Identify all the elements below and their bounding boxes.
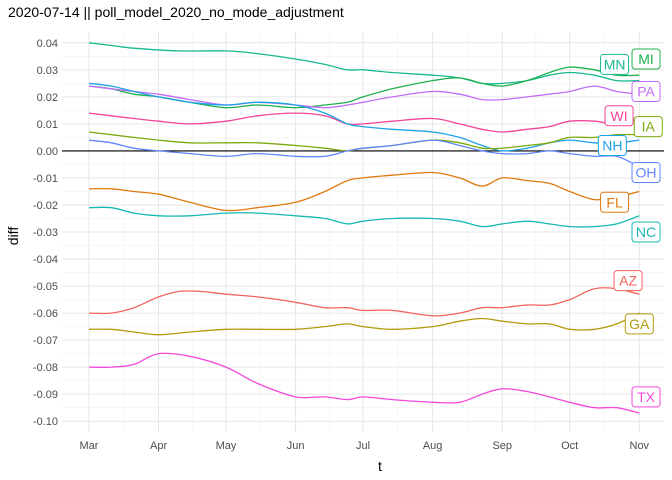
- y-tick-label: 0.01: [37, 119, 58, 131]
- y-axis-title: diff: [5, 227, 21, 246]
- label-text: OH: [636, 165, 657, 181]
- label-box: [624, 313, 654, 335]
- x-tick-label: Sep: [492, 440, 512, 452]
- y-tick-label: -0.07: [33, 335, 58, 347]
- series-line-wi: [88, 112, 640, 133]
- label-box: [604, 105, 634, 127]
- y-tick-label: -0.09: [33, 389, 58, 401]
- label-text: WI: [611, 108, 628, 124]
- series-line-oh: [88, 139, 640, 168]
- label-box: [631, 48, 661, 70]
- y-tick-label: 0.02: [37, 92, 58, 104]
- y-tick-label: -0.10: [33, 416, 58, 428]
- x-tick-label: Oct: [561, 440, 578, 452]
- series-line-nc: [88, 206, 640, 228]
- label-nc: NC: [631, 221, 661, 243]
- x-axis-title: t: [378, 458, 382, 474]
- x-axis-ticks: Mar Apr May Jun Jul Aug Sep Oct Nov: [79, 440, 649, 452]
- label-box: [597, 135, 627, 157]
- y-tick-label: -0.03: [33, 227, 58, 239]
- y-tick-label: -0.06: [33, 308, 58, 320]
- grid: [62, 32, 664, 432]
- chart-title: 2020-07-14 || poll_model_2020_no_mode_ad…: [8, 4, 344, 20]
- x-tick-label: Mar: [79, 440, 98, 452]
- series-line-nh: [88, 82, 640, 152]
- label-wi: WI: [604, 105, 634, 127]
- label-text: TX: [637, 389, 656, 405]
- label-nh: NH: [597, 135, 627, 157]
- label-text: IA: [642, 119, 656, 135]
- label-tx: TX: [631, 386, 661, 408]
- label-mn: MN: [600, 53, 630, 75]
- label-box: [613, 270, 643, 292]
- label-text: NC: [636, 224, 656, 240]
- labels-layer: MI MN PA WI IA NH OH FL NC AZ GA TX: [597, 48, 663, 408]
- label-box: [600, 53, 630, 75]
- x-tick-label: Aug: [423, 440, 443, 452]
- series-line-az: [88, 287, 640, 317]
- label-ia: IA: [633, 116, 663, 138]
- series-line-fl: [88, 171, 640, 212]
- label-box: [631, 80, 661, 102]
- label-fl: FL: [600, 191, 630, 213]
- label-pa: PA: [631, 80, 661, 102]
- y-tick-label: -0.02: [33, 200, 58, 212]
- y-axis-ticks: 0.04 0.03 0.02 0.01 0.00 -0.01 -0.02 -0.03 -0.04…: [33, 38, 58, 428]
- label-text: MI: [638, 51, 654, 67]
- x-tick-label: Apr: [150, 440, 167, 452]
- label-ga: GA: [624, 313, 654, 335]
- x-tick-label: Jul: [356, 440, 370, 452]
- y-tick-label: -0.08: [33, 362, 58, 374]
- label-mi: MI: [631, 48, 661, 70]
- label-text: GA: [629, 316, 650, 332]
- series-line-pa: [88, 85, 640, 109]
- series-line-tx: [88, 352, 640, 414]
- label-text: AZ: [619, 273, 637, 289]
- label-text: MN: [604, 56, 626, 72]
- label-box: [631, 221, 661, 243]
- label-oh: OH: [631, 162, 661, 184]
- series-line-ga: [88, 312, 640, 336]
- x-tick-label: May: [216, 440, 237, 452]
- label-box: [633, 116, 663, 138]
- y-tick-label: -0.01: [33, 173, 58, 185]
- x-tick-label: Nov: [630, 440, 650, 452]
- label-text: PA: [637, 83, 655, 99]
- label-text: FL: [606, 194, 623, 210]
- series-line-mn: [88, 42, 640, 85]
- label-text: NH: [602, 138, 622, 154]
- x-tick-label: Jun: [287, 440, 305, 452]
- y-tick-label: -0.05: [33, 281, 58, 293]
- y-tick-label: 0.03: [37, 65, 58, 77]
- label-box: [600, 191, 630, 213]
- label-box: [631, 386, 661, 408]
- y-tick-label: -0.04: [33, 254, 58, 266]
- series-layer: [88, 42, 640, 414]
- label-box: [631, 162, 661, 184]
- label-az: AZ: [613, 270, 643, 292]
- y-tick-label: 0.04: [37, 38, 58, 50]
- y-tick-label: 0.00: [37, 146, 58, 158]
